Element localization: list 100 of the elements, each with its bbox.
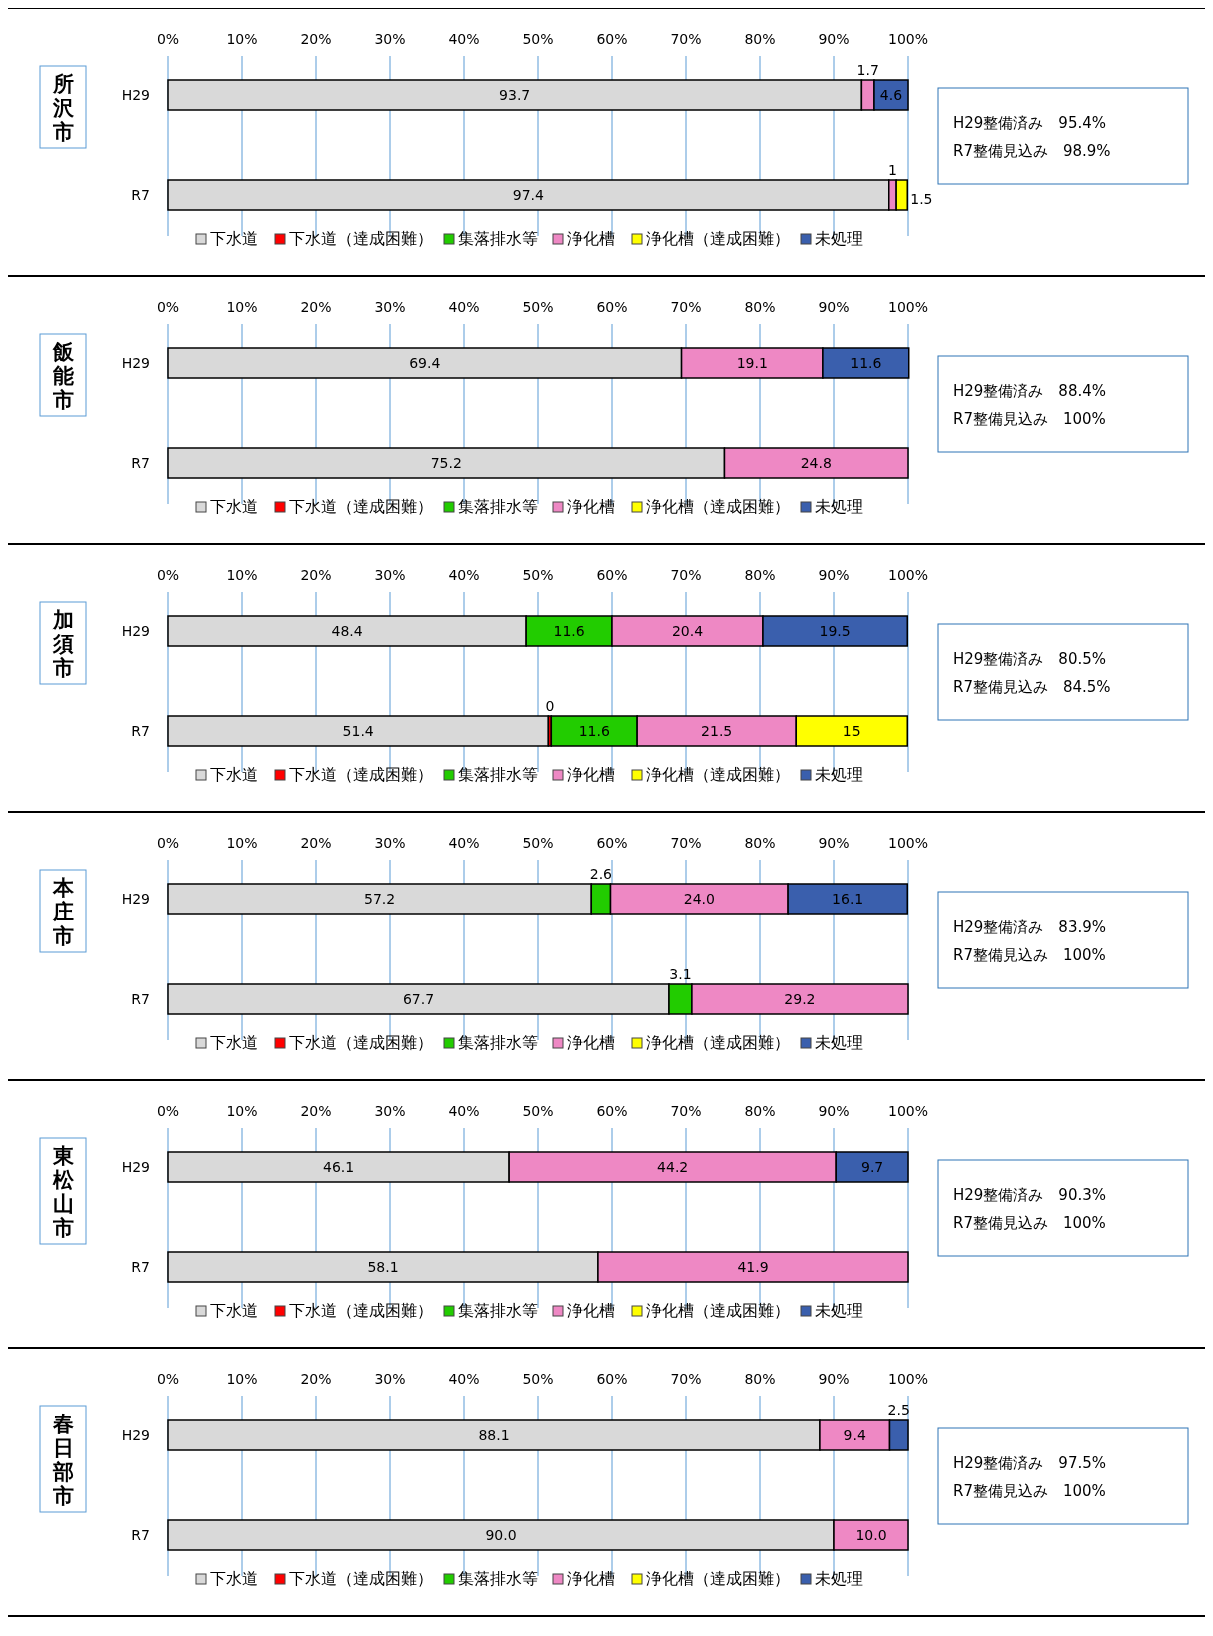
x-tick-label: 30%	[374, 1371, 406, 1387]
x-tick-label: 60%	[596, 567, 628, 583]
text: R7整備見込み 100%	[953, 1482, 1106, 1500]
legend-label: 下水道（達成困難）	[289, 1301, 433, 1320]
text: R7整備見込み 98.9%	[953, 142, 1111, 160]
data-label: 9.7	[860, 1159, 884, 1175]
x-tick-label: 80%	[744, 299, 776, 315]
data-label: 4.6	[879, 87, 903, 103]
x-tick-label: 90%	[818, 299, 850, 315]
legend-label: 浄化槽（達成困難）	[646, 765, 790, 784]
legend-label: 浄化槽（達成困難）	[646, 229, 790, 248]
y-tick-label: R7	[131, 1259, 150, 1275]
x-tick-label: 50%	[522, 31, 554, 47]
x-tick-label: 20%	[300, 299, 332, 315]
text: 東松山市	[51, 1144, 75, 1240]
text: 飯能市	[51, 340, 75, 412]
data-label: 0	[545, 698, 555, 714]
legend-label: 下水道	[210, 1301, 258, 1320]
text: H29整備済み 80.5%	[953, 650, 1107, 668]
legend-label: 浄化槽（達成困難）	[646, 1301, 790, 1320]
x-tick-label: 20%	[300, 1103, 332, 1119]
x-tick-label: 100%	[887, 567, 929, 583]
x-tick-label: 60%	[596, 299, 628, 315]
data-label: 16.1	[832, 891, 864, 907]
x-tick-label: 50%	[522, 299, 554, 315]
x-tick-label: 60%	[596, 1103, 628, 1119]
legend-label: 集落排水等	[458, 1569, 538, 1588]
data-label: 58.1	[367, 1259, 399, 1275]
text: H29整備済み 95.4%	[953, 114, 1107, 132]
x-tick-label: 90%	[818, 1371, 850, 1387]
y-tick-label: H29	[121, 1159, 150, 1175]
x-tick-label: 70%	[670, 1371, 702, 1387]
text: 本庄市	[51, 876, 75, 948]
data-label: 19.1	[736, 355, 768, 371]
data-label: 75.2	[430, 455, 462, 471]
legend-label: 未処理	[815, 229, 863, 248]
x-tick-label: 90%	[818, 567, 850, 583]
legend-label: 浄化槽（達成困難）	[646, 1033, 790, 1052]
x-tick-label: 90%	[818, 835, 850, 851]
text: R7整備見込み 100%	[953, 946, 1106, 964]
legend-label: 浄化槽	[567, 1033, 615, 1052]
legend-label: 下水道（達成困難）	[289, 1033, 433, 1052]
legend-label: 未処理	[815, 765, 863, 784]
legend-label: 下水道	[210, 229, 258, 248]
x-tick-label: 70%	[670, 835, 702, 851]
legend-label: 未処理	[815, 1033, 863, 1052]
x-tick-label: 100%	[887, 31, 929, 47]
x-tick-label: 10%	[226, 299, 258, 315]
x-tick-label: 10%	[226, 567, 258, 583]
legend-label: 集落排水等	[458, 765, 538, 784]
data-label: 97.4	[512, 187, 545, 203]
x-tick-label: 100%	[887, 299, 929, 315]
legend-label: 集落排水等	[458, 229, 538, 248]
data-label: 3.1	[669, 966, 692, 982]
x-tick-label: 60%	[596, 835, 628, 851]
legend-label: 浄化槽	[567, 1301, 615, 1320]
legend-label: 下水道（達成困難）	[289, 765, 433, 784]
data-label: 46.1	[322, 1159, 355, 1175]
legend-label: 集落排水等	[458, 497, 538, 516]
legend-label: 下水道	[210, 1033, 258, 1052]
x-tick-label: 40%	[448, 31, 480, 47]
x-tick-label: 70%	[670, 299, 702, 315]
data-label: 29.2	[784, 991, 816, 1007]
data-label: 41.9	[737, 1259, 769, 1275]
y-tick-label: H29	[121, 891, 150, 907]
x-tick-label: 50%	[522, 567, 554, 583]
text: H29整備済み 97.5%	[953, 1454, 1107, 1472]
x-tick-label: 20%	[300, 835, 332, 851]
x-tick-label: 0%	[156, 567, 180, 583]
x-tick-label: 20%	[300, 31, 332, 47]
data-label: 19.5	[819, 623, 851, 639]
data-label: 11.6	[578, 723, 610, 739]
text: R7整備見込み 100%	[953, 410, 1106, 428]
x-tick-label: 80%	[744, 1103, 776, 1119]
legend-label: 浄化槽	[567, 765, 615, 784]
y-tick-label: H29	[121, 355, 150, 371]
legend-label: 下水道（達成困難）	[289, 1569, 433, 1588]
data-label: 88.1	[478, 1427, 510, 1443]
text: R7整備見込み 84.5%	[953, 678, 1111, 696]
x-tick-label: 0%	[156, 1103, 180, 1119]
x-tick-label: 80%	[744, 1371, 776, 1387]
text: H29整備済み 83.9%	[953, 918, 1107, 936]
x-tick-label: 50%	[522, 1103, 554, 1119]
data-label: 2.6	[589, 866, 613, 882]
x-tick-label: 50%	[522, 835, 554, 851]
x-tick-label: 0%	[156, 299, 180, 315]
data-label: 67.7	[402, 991, 435, 1007]
legend-label: 浄化槽（達成困難）	[646, 1569, 790, 1588]
legend-label: 浄化槽	[567, 497, 615, 516]
data-label: 24.0	[683, 891, 715, 907]
data-label: 69.4	[409, 355, 441, 371]
bar	[167, 715, 550, 747]
data-label: 44.2	[657, 1159, 689, 1175]
x-tick-label: 40%	[448, 835, 480, 851]
x-tick-label: 80%	[744, 567, 776, 583]
y-tick-label: H29	[121, 87, 150, 103]
y-tick-label: R7	[131, 723, 150, 739]
text: 加須市	[51, 608, 74, 680]
x-tick-label: 40%	[448, 299, 480, 315]
x-tick-label: 80%	[744, 31, 776, 47]
